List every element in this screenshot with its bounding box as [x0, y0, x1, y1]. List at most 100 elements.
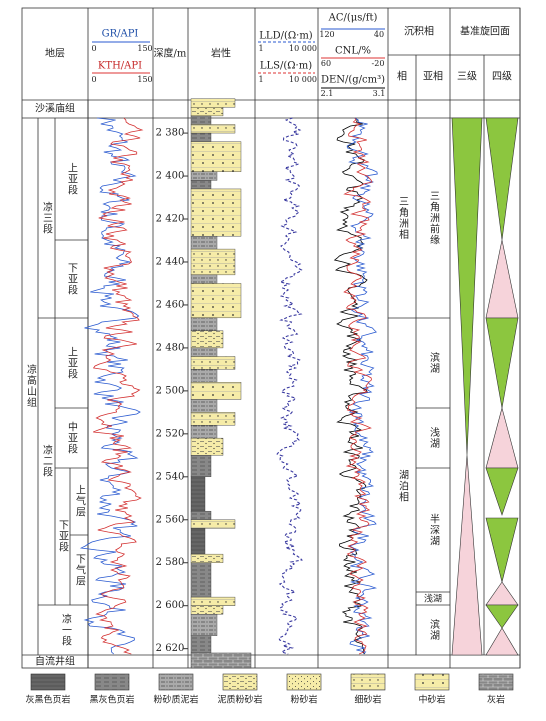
lithology-bed — [190, 437, 224, 456]
cycle-triangle — [485, 627, 519, 656]
lithology-bed — [190, 124, 236, 134]
lithology-bed — [190, 369, 218, 383]
lithology-bed — [190, 614, 218, 636]
facies-sub: 半深湖 — [428, 512, 440, 546]
facies-sub: 滨湖 — [428, 618, 440, 641]
log-curves — [79, 117, 378, 655]
formation: 凉高山组 — [25, 363, 37, 408]
ac-min: 120 — [319, 30, 334, 39]
log-curve — [79, 117, 141, 655]
legend-swatch — [350, 673, 386, 691]
submember: 下亚段 — [57, 520, 69, 553]
lithology-bed — [190, 553, 224, 563]
stratum-top: 沙溪庙组 — [35, 102, 75, 115]
depth-label: 2 520 — [156, 428, 185, 439]
lithology-bed — [190, 115, 212, 125]
cycles — [451, 117, 519, 656]
lithology-bed — [190, 519, 236, 529]
facies-sub: 滨湖 — [428, 351, 440, 374]
lithology-bed — [190, 510, 212, 520]
gas-layer: 上气层 — [74, 484, 86, 517]
header-cycle3: 三级 — [457, 71, 477, 83]
log-curve — [92, 117, 144, 655]
legend-swatch — [478, 673, 514, 691]
lithology-bed — [190, 274, 218, 284]
lithology-bed — [190, 107, 224, 117]
den-max: 3.1 — [373, 89, 386, 98]
lithology-bed — [190, 399, 218, 413]
member: 凉三段 — [41, 200, 53, 234]
cycle-triangle — [485, 581, 519, 606]
lls-min: 1 — [258, 75, 263, 84]
cnl-max: -20 — [372, 59, 385, 68]
member: 凉二段 — [41, 443, 53, 477]
cycle-triangle — [451, 117, 483, 456]
ac-max: 40 — [374, 30, 384, 39]
cycle-triangle — [485, 467, 519, 516]
header-cycle: 基准旋回面 — [460, 25, 510, 38]
lithology-bed — [190, 476, 206, 512]
submember: 中亚段 — [66, 420, 78, 454]
submember: 下亚段 — [66, 263, 78, 296]
legend-swatch — [414, 673, 450, 691]
lithology-bed — [190, 425, 218, 439]
lithology-bed — [190, 188, 242, 237]
header-facies: 沉积相 — [404, 25, 434, 38]
submember: 上亚段 — [66, 346, 78, 379]
lld-label: LLD/(Ω·m) — [259, 31, 313, 42]
depth-label: 2 500 — [156, 385, 185, 396]
lithology-bed — [190, 652, 252, 669]
cycle-triangle — [485, 317, 519, 409]
depth-label: 2 480 — [156, 342, 185, 353]
header-strata: 地层 — [45, 47, 65, 60]
lithology-bed — [190, 248, 236, 276]
legend-swatch — [158, 673, 194, 691]
gas-layer: 下气层 — [74, 554, 86, 587]
legend-label: 粉砂岩 — [290, 694, 317, 706]
lithology-bed — [190, 141, 242, 172]
depth-label: 2 620 — [156, 643, 185, 654]
legend-label: 粉砂质泥岩 — [153, 694, 198, 706]
kth-min: 0 — [91, 75, 96, 84]
lithology-bed — [190, 235, 218, 250]
facies-main: 三角洲相 — [397, 196, 409, 240]
ac-label: AC/(μs/ft) — [328, 13, 378, 24]
depth-label: 2 440 — [156, 256, 185, 267]
legend-label: 泥质粉砂岩 — [217, 694, 262, 706]
kth-label: KTH/API — [98, 61, 142, 72]
member: 凉一段 — [60, 612, 72, 646]
depth-label: 2 600 — [156, 600, 185, 611]
lithology-bed — [190, 171, 218, 181]
lithology-bed — [190, 635, 212, 654]
cnl-min: 60 — [321, 59, 331, 68]
lithology-bed — [190, 317, 218, 331]
lithology-bed — [190, 283, 242, 319]
depth-label: 2 560 — [156, 514, 185, 525]
legend-swatch — [30, 673, 66, 691]
lithology-bed — [190, 356, 236, 370]
frame — [21, 7, 521, 669]
legend-label: 灰黑色页岩 — [25, 694, 70, 706]
log-curve — [346, 117, 378, 655]
lithology-bed — [190, 382, 242, 400]
lithology-bed — [190, 455, 212, 478]
lithology-bed — [190, 528, 206, 555]
depth-label: 2 380 — [156, 128, 185, 139]
legend-swatch — [222, 673, 258, 691]
log-curve — [276, 117, 303, 655]
lithology-bed — [190, 180, 212, 190]
legend-swatch — [94, 673, 130, 691]
facies: 三角洲相 湖泊相 三角洲前缘 滨湖 浅湖 半深湖 浅湖 滨湖 — [397, 191, 443, 642]
facies-sub: 浅湖 — [428, 426, 440, 449]
lithology-bed — [190, 412, 236, 426]
submember: 上亚段 — [66, 162, 78, 195]
header-lithology: 岩性 — [211, 47, 231, 60]
kth-max: 150 — [137, 75, 152, 84]
depth-label: 2 420 — [156, 214, 185, 225]
legend-label: 细砂岩 — [354, 694, 381, 706]
header-cycle4: 四级 — [492, 71, 512, 83]
den-min: 2.1 — [321, 89, 334, 98]
lithology-bed — [190, 596, 236, 606]
gr-min: 0 — [91, 44, 96, 53]
